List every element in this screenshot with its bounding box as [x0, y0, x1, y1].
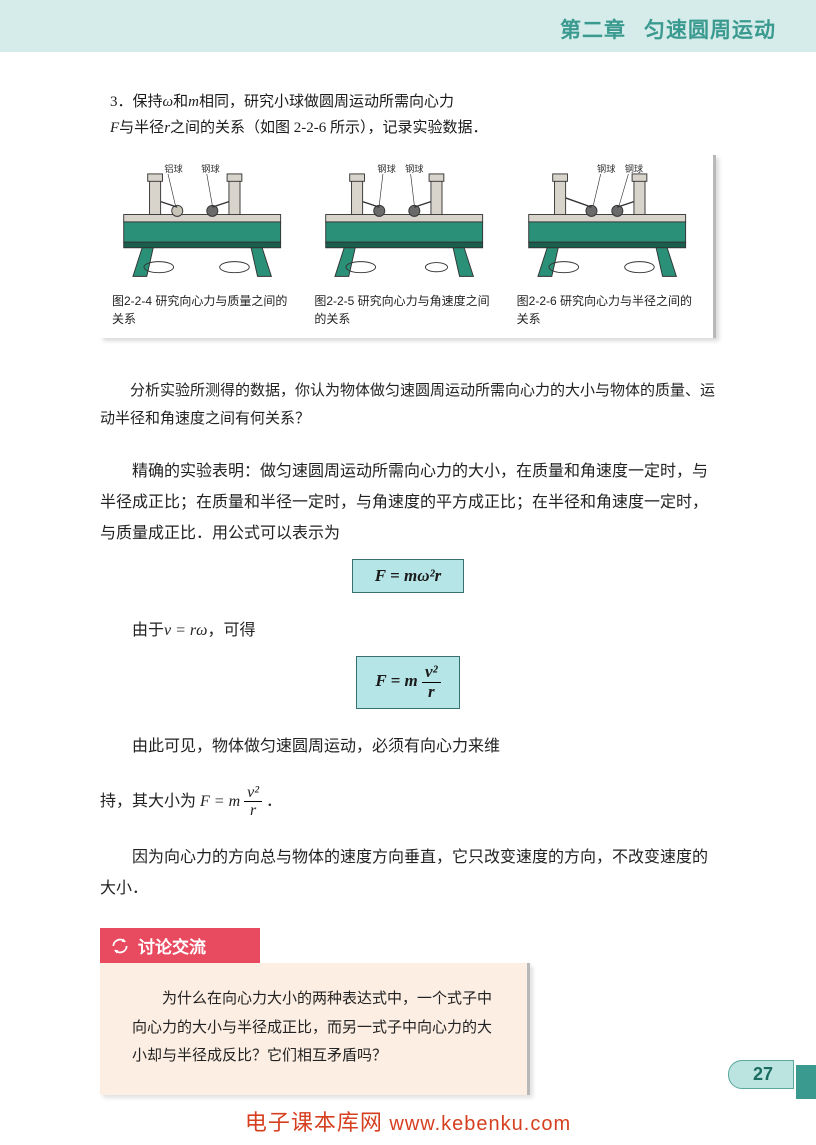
chapter-label: 第二章	[560, 19, 626, 42]
result-paragraph-line2: 持，其大小为 F = m v² r ．	[100, 784, 716, 820]
f2-den: r	[422, 683, 441, 702]
svg-text:钢球: 钢球	[405, 163, 423, 174]
page-corner-decoration	[796, 1065, 816, 1099]
svg-text:钢球: 钢球	[378, 163, 396, 174]
if-den: r	[244, 802, 262, 820]
figure-row: 铝球 钢球 图2-2-4 研究向心力与质量之间的关系	[100, 155, 716, 338]
direction-paragraph: 因为向心力的方向总与物体的速度方向垂直，它只改变速度的方向，不改变速度的大小．	[100, 842, 716, 904]
analysis-question: 分析实验所测得的数据，你认为物体做匀速圆周运动所需向心力的大小与物体的质量、运动…	[100, 378, 716, 434]
intro-num: 3．	[110, 94, 133, 110]
var-v-eq-rw: v = rω	[164, 622, 207, 639]
discussion-body: 为什么在向心力大小的两种表达式中，一个式子中向心力的大小与半径成正比，而另一式子…	[100, 963, 530, 1095]
page-content: 3．保持ω和m相同，研究小球做圆周运动所需向心力 F与半径 r 之间的关系（如图 2…	[0, 52, 816, 1095]
label-alu: 铝球	[164, 163, 182, 174]
var-F: F	[110, 120, 119, 136]
discussion-header: 讨论交流	[100, 928, 260, 963]
formula-1: F = mω²r	[352, 559, 464, 593]
page-number: 27	[728, 1060, 794, 1089]
svg-text:钢球: 钢球	[624, 163, 642, 174]
formula-1-text: F = mω²r	[375, 566, 441, 585]
figure-2-2-4: 铝球 钢球 图2-2-4 研究向心力与质量之间的关系	[106, 161, 298, 328]
if-num: v²	[244, 784, 262, 803]
f2-lhs: F = m	[375, 671, 417, 690]
figure-2-2-6: 钢球 钢球 图2-2-6 研究向心力与半径之间的关系	[511, 161, 703, 328]
refresh-icon	[110, 936, 130, 956]
experiment-intro: 3．保持ω和m相同，研究小球做圆周运动所需向心力 F与半径r之间的关系（如图 2…	[100, 90, 716, 141]
t: ，可得	[207, 622, 255, 639]
figure-caption-2: 图2-2-5 研究向心力与角速度之间的关系	[308, 292, 500, 328]
svg-text:钢球: 钢球	[597, 163, 615, 174]
watermark-cn: 电子课本库网	[245, 1110, 383, 1135]
derivation-line: 由于v = rω，可得	[100, 615, 716, 646]
inline-formula: F = m v² r	[200, 793, 266, 810]
watermark: 电子课本库网 www.kebenku.com	[0, 1105, 816, 1137]
t: 持，其大小为	[100, 793, 196, 810]
result-paragraph-line1: 由此可见，物体做匀速圆周运动，必须有向心力来维	[100, 731, 716, 762]
var-m: m	[188, 94, 199, 110]
page-header: 第二章 匀速圆周运动	[0, 0, 816, 52]
if-lhs: F = m	[200, 793, 240, 810]
formula-1-container: F = mω²r	[100, 559, 716, 593]
formula-2: F = m v² r	[356, 656, 459, 708]
figure-2-2-5: 钢球 钢球 图2-2-5 研究向心力与角速度之间的关系	[308, 161, 500, 328]
t: 保持	[133, 94, 163, 110]
t: 相同，研究小球做圆周运动所需向心力	[199, 94, 454, 110]
apparatus-diagram-3: 钢球 钢球	[511, 161, 703, 281]
apparatus-diagram-1: 铝球 钢球	[106, 161, 298, 281]
conclusion-paragraph: 精确的实验表明：做匀速圆周运动所需向心力的大小，在质量和角速度一定时，与半径成正…	[100, 456, 716, 550]
apparatus-diagram-2: 钢球 钢球	[308, 161, 500, 281]
figure-caption-1: 图2-2-4 研究向心力与质量之间的关系	[106, 292, 298, 328]
var-omega: ω	[163, 94, 174, 110]
figure-caption-3: 图2-2-6 研究向心力与半径之间的关系	[511, 292, 703, 328]
t: 与半径	[119, 120, 164, 136]
f2-frac: v² r	[422, 663, 441, 701]
formula-2-container: F = m v² r	[100, 656, 716, 708]
t: 之间的关系（如图 2-2-6 所示），记录实验数据．	[170, 120, 488, 136]
discussion-section: 讨论交流 为什么在向心力大小的两种表达式中，一个式子中向心力的大小与半径成正比，…	[100, 928, 530, 1095]
f2-num: v²	[422, 663, 441, 683]
if-frac: v² r	[244, 784, 262, 820]
watermark-url: www.kebenku.com	[389, 1113, 571, 1135]
t: 由于	[132, 622, 164, 639]
t: 和	[173, 94, 188, 110]
chapter-title: 匀速圆周运动	[644, 19, 776, 42]
label-steel: 钢球	[201, 163, 219, 174]
discussion-title: 讨论交流	[138, 933, 206, 958]
